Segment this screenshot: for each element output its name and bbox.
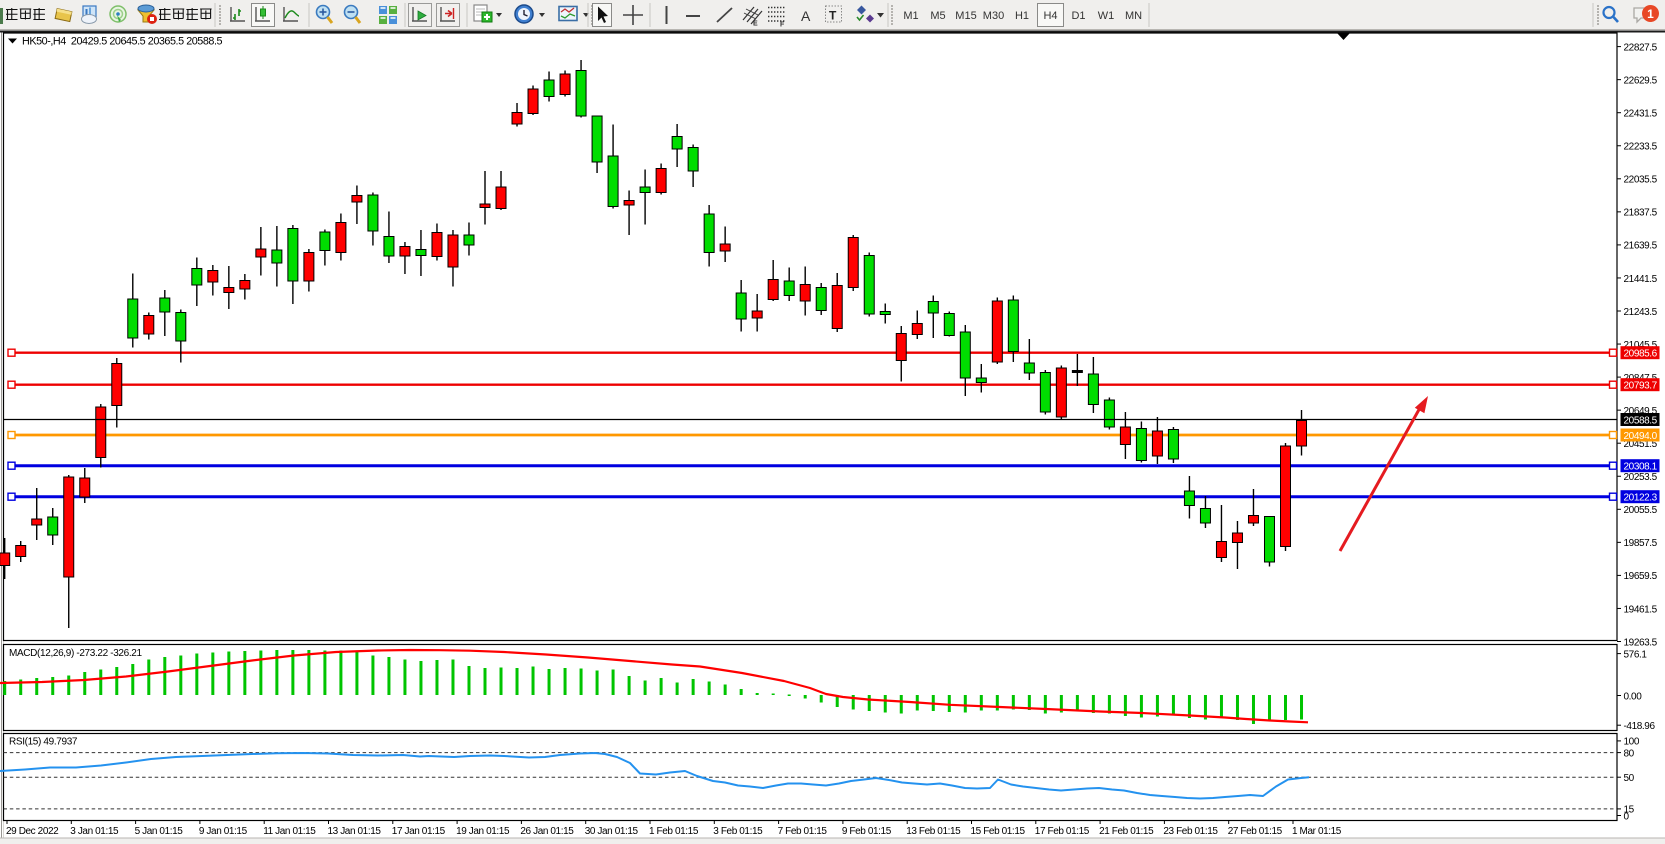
svg-text:9 Jan 01:15: 9 Jan 01:15: [199, 826, 248, 837]
svg-text:22233.5: 22233.5: [1624, 142, 1658, 153]
svg-text:3 Jan 01:15: 3 Jan 01:15: [70, 826, 119, 837]
svg-text:19263.5: 19263.5: [1624, 637, 1658, 648]
svg-text:21441.5: 21441.5: [1624, 274, 1658, 285]
svg-text:20649.5: 20649.5: [1624, 406, 1658, 417]
svg-text:22827.5: 22827.5: [1624, 42, 1658, 53]
svg-text:22431.5: 22431.5: [1624, 109, 1658, 120]
svg-text:T: T: [829, 9, 837, 23]
svg-text:21 Feb 01:15: 21 Feb 01:15: [1099, 826, 1154, 837]
svg-text:50: 50: [1624, 773, 1635, 784]
svg-text:21243.5: 21243.5: [1624, 307, 1658, 318]
svg-text:7 Feb 01:15: 7 Feb 01:15: [778, 826, 828, 837]
svg-text:9 Feb 01:15: 9 Feb 01:15: [842, 826, 892, 837]
svg-text:D1: D1: [1071, 10, 1085, 22]
svg-text:13 Jan 01:15: 13 Jan 01:15: [328, 826, 382, 837]
svg-text:MACD(12,26,9) -273.22 -326.21: MACD(12,26,9) -273.22 -326.21: [9, 648, 142, 659]
svg-text:13 Feb 01:15: 13 Feb 01:15: [906, 826, 961, 837]
svg-text:1 Feb 01:15: 1 Feb 01:15: [649, 826, 699, 837]
svg-text:27 Feb 01:15: 27 Feb 01:15: [1228, 826, 1283, 837]
svg-text:20122.3: 20122.3: [1624, 493, 1658, 504]
svg-text:19659.5: 19659.5: [1624, 571, 1658, 582]
svg-text:20793.7: 20793.7: [1624, 381, 1658, 392]
svg-text:M15: M15: [955, 10, 976, 22]
svg-text:19461.5: 19461.5: [1624, 604, 1658, 615]
svg-text:19 Jan 01:15: 19 Jan 01:15: [456, 826, 510, 837]
svg-text:H1: H1: [1015, 10, 1029, 22]
svg-text:5 Jan 01:15: 5 Jan 01:15: [135, 826, 184, 837]
svg-text:1: 1: [1647, 7, 1654, 21]
svg-text:20308.1: 20308.1: [1624, 462, 1658, 473]
svg-text:E: E: [753, 21, 758, 28]
svg-text:22035.5: 22035.5: [1624, 175, 1658, 186]
svg-text:-418.96: -418.96: [1624, 721, 1656, 732]
svg-text:23 Feb 01:15: 23 Feb 01:15: [1163, 826, 1218, 837]
svg-text:26 Jan 01:15: 26 Jan 01:15: [520, 826, 574, 837]
svg-text:576.1: 576.1: [1624, 649, 1648, 660]
svg-text:20494.0: 20494.0: [1624, 431, 1658, 442]
svg-text:A: A: [801, 8, 811, 24]
svg-text:15 Feb 01:15: 15 Feb 01:15: [971, 826, 1026, 837]
svg-text:17 Feb 01:15: 17 Feb 01:15: [1035, 826, 1090, 837]
svg-text:MN: MN: [1125, 10, 1142, 22]
svg-text:20451.5: 20451.5: [1624, 439, 1658, 450]
svg-text:80: 80: [1624, 748, 1635, 759]
svg-text:HK50-,H4 20429.5 20645.5 2036: HK50-,H4 20429.5 20645.5 20365.5 20588.5: [22, 36, 223, 48]
svg-text:RSI(15) 49.7937: RSI(15) 49.7937: [9, 737, 78, 748]
svg-text:17 Jan 01:15: 17 Jan 01:15: [392, 826, 446, 837]
svg-text:M1: M1: [903, 10, 918, 22]
svg-text:15: 15: [1624, 805, 1635, 816]
svg-text:19857.5: 19857.5: [1624, 538, 1658, 549]
svg-text:30 Jan 01:15: 30 Jan 01:15: [585, 826, 639, 837]
svg-text:M30: M30: [983, 10, 1004, 22]
svg-text:0: 0: [1624, 811, 1630, 822]
svg-text:21045.5: 21045.5: [1624, 340, 1658, 351]
svg-text:F: F: [780, 22, 785, 29]
svg-text:11 Jan 01:15: 11 Jan 01:15: [263, 826, 316, 837]
svg-text:20588.5: 20588.5: [1624, 415, 1658, 426]
svg-text:20253.5: 20253.5: [1624, 472, 1658, 483]
svg-text:21837.5: 21837.5: [1624, 208, 1658, 219]
svg-text:20055.5: 20055.5: [1624, 505, 1658, 516]
svg-text:0.00: 0.00: [1624, 691, 1643, 702]
svg-text:1 Mar 01:15: 1 Mar 01:15: [1292, 826, 1342, 837]
svg-text:H4: H4: [1043, 10, 1057, 22]
svg-text:W1: W1: [1098, 10, 1115, 22]
svg-text:3 Feb 01:15: 3 Feb 01:15: [713, 826, 763, 837]
svg-text:20985.6: 20985.6: [1624, 349, 1658, 360]
svg-text:100: 100: [1624, 737, 1640, 748]
svg-text:M5: M5: [930, 10, 945, 22]
svg-text:29 Dec 2022: 29 Dec 2022: [6, 826, 59, 837]
svg-text:21639.5: 21639.5: [1624, 241, 1658, 252]
svg-text:22629.5: 22629.5: [1624, 75, 1658, 86]
